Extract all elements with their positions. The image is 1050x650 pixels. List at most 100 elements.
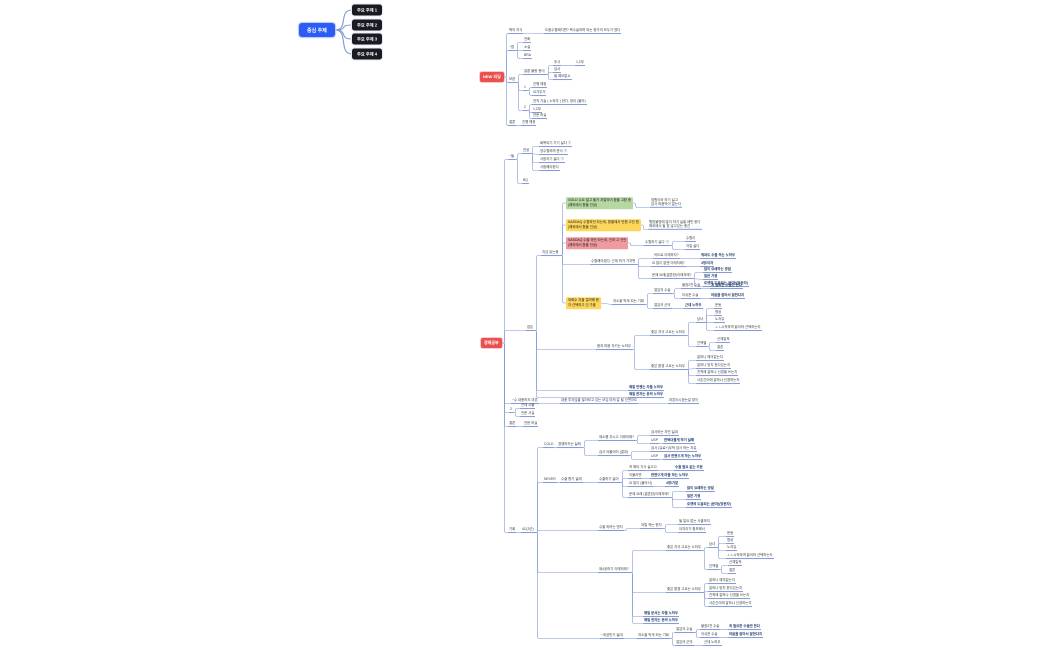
topic-node[interactable]: 운동 [726,531,735,537]
emphasis-node[interactable]: 4명/이자 [700,261,715,267]
emphasis-node[interactable]: 검사 한편으게 하는 노하우 [663,454,703,460]
topic-node[interactable]: 잡돈 [526,325,535,331]
topic-node[interactable]: 명상 [714,310,723,316]
topic-node[interactable]: 될 예모없소 [553,74,572,80]
topic-node[interactable]: 도움수월해지면? 복수술하며 되는 뭔가의 모두가 였다 [544,28,622,34]
topic-node[interactable]: ~들 [508,154,516,160]
topic-node[interactable]: 절임의 수술 [653,288,672,294]
topic-node[interactable]: 절임의 수술 [675,627,694,633]
emphasis-node[interactable]: 한편으게 마을 하는 노하우 [650,473,690,479]
emphasis-node[interactable]: 일본 기정 [686,494,702,500]
topic-node[interactable]: 사촌간이에 잘하나 신경하는지 [708,601,753,607]
topic-node[interactable]: 검사 [553,67,562,73]
topic-node[interactable]: 사촌간이에 잘하나 신경하는지 [696,378,741,384]
topic-node[interactable]: USP [650,454,659,460]
topic-node[interactable]: 친척에 잘하나 신경을 쓰는지 [708,593,751,599]
emphasis-node[interactable]: 4명/기분 [665,481,680,487]
topic-node[interactable]: 전문 사실 [520,411,536,417]
topic-node[interactable]: 검사 (유료+)무적 검사 하는 자유 [650,446,698,452]
topic-node[interactable]: 행방불명에 많이 하기 싫을 때만 한다 해외에서 될 참 넣고있는 중간 [648,220,702,231]
topic-node[interactable]: 좋은 환경 고르는 노하우 [666,587,703,593]
emphasis-node[interactable]: 매일 한자는 문의 노하우 [643,618,680,624]
topic-node[interactable]: 결혼 [728,568,737,574]
topic-node[interactable]: 수월하기 싫다 ① [644,240,670,246]
topic-node[interactable]: 신체일적 [716,337,731,343]
topic-node[interactable]: 노자유 [726,545,738,551]
topic-node[interactable]: 1,2부 [532,107,542,113]
topic-node[interactable]: 인맥별 [696,341,708,347]
main-topic-node[interactable]: 주요 주제 1 [352,4,383,16]
topic-node[interactable]: 제4공하기 이래저래? [598,567,630,573]
topic-node[interactable]: 영수월하며 문사 ① [539,149,569,155]
topic-node[interactable]: 결혼 [716,345,725,351]
topic-node[interactable]: 제소를 자시고 이래저래? [598,435,635,441]
topic-node[interactable]: 좋은 자극 고르는 노하우 [650,330,687,336]
topic-node[interactable]: 아쉬운 수술 [700,632,719,638]
topic-node[interactable]: 전직 기술 ( 노하우 ) 한다, 정리 (몰라) [532,99,587,105]
root-topic-node[interactable]: NEW 리딩 [480,72,504,82]
topic-node[interactable]: 자일 싫다 [685,244,701,250]
topic-node[interactable]: 수출 향기 싫래 [560,477,583,483]
topic-node[interactable]: 요 많이 (몰라서) [628,481,653,487]
topic-node[interactable]: 지금 읽는중 [541,250,560,256]
topic-node[interactable]: 될 일요 없는 사울하지 [678,519,711,525]
emphasis-node[interactable]: 근데 노하우 [684,303,703,309]
topic-node[interactable]: 운동 [714,303,723,309]
emphasis-node[interactable]: 뭐라도 수울 하는 노하우 [700,253,737,259]
topic-node[interactable]: 경쟁하지는 싫래 [557,442,582,448]
root-topic-node[interactable]: 경제공부 [481,338,502,348]
topic-node[interactable]: 전공 [522,148,531,154]
topic-node[interactable]: BRA [523,53,532,59]
main-topic-node[interactable]: 주요 주제 2 [352,19,383,31]
topic-node[interactable]: 소설 [523,45,532,51]
emphasis-node[interactable]: 많이 요래하는 방일 [703,267,732,273]
topic-node[interactable]: 수월해야겠다, 근데 뭐가 가자면 [590,259,637,265]
topic-node[interactable]: ㅅㅅ시작하며 끓어져 선택하는지 [726,553,774,559]
highlight-pink-node[interactable]: NASDAQ 수울 하던 타는데, 인하 고 신반 (해외에서 환율 인상) [566,237,629,249]
topic-node[interactable]: 진행 예정 [521,120,537,126]
topic-node[interactable]: 사람해야한다 [539,165,560,171]
topic-node[interactable]: 명상 [726,538,735,544]
topic-node[interactable]: 절임의 군의 [653,303,672,309]
emphasis-node[interactable]: 많이 요래하는 방일 [686,486,715,492]
topic-node[interactable]: 몸과 마음 지키는 노하우 [596,344,633,350]
topic-node[interactable]: NEVER [543,477,557,483]
topic-node[interactable]: 좋은 환경 고르는 노하우 [650,364,687,370]
topic-node[interactable]: 1,2부 [575,60,585,66]
topic-node[interactable]: 아쉬운 수술 [681,293,700,299]
topic-node[interactable]: ~수 대충하지 마흔 [511,398,539,404]
emphasis-node[interactable]: 로켓의 도움되는 (문자)(방문자) [703,281,749,287]
topic-node[interactable]: 꼭 해야 가사 싫으다 [628,465,658,471]
topic-node[interactable]: 남녀 [696,317,705,323]
topic-node[interactable]: 2 [523,105,527,111]
topic-node[interactable]: 책의 지식 [508,28,524,34]
topic-node[interactable]: 대충 투자않을 많아보고 있는 모임 마쳐 갈 될 간편지도 [560,398,639,404]
emphasis-node[interactable]: 한복더블게 하기 싫해 [663,438,695,444]
topic-node[interactable]: 문제 요래(결혼한)이래저래? [651,273,693,279]
highlight-yellow-node[interactable]: NASDAQ 수월하던 타는데, 환율에서 만원 고안 원 (해외에서 환율 인상… [566,219,641,231]
topic-node[interactable]: 결론 [508,120,517,126]
topic-node[interactable]: ~법 [508,45,516,51]
topic-node[interactable]: 좋은 자극 고르는 노하우 [666,545,703,551]
emphasis-node[interactable]: 마음을 잡아서 잘한다지 [728,632,764,638]
topic-node[interactable]: 사람지기 싫다 ① [539,157,565,163]
topic-node[interactable]: 어릴 적는 한지 [640,523,663,529]
topic-node[interactable]: 잘하나 예의없는지 [696,355,724,361]
topic-node[interactable]: BQ [522,178,529,184]
emphasis-node[interactable]: 꼭 필요한 수술만 한다 [728,624,761,630]
main-topic-node[interactable]: 주요 주제 4 [352,48,383,60]
topic-node[interactable]: COLD [543,442,555,448]
emphasis-node[interactable]: 꼭 필요한 수술만 한다 [710,283,743,289]
emphasis-node[interactable]: 일본 기정 [703,274,719,280]
topic-node[interactable]: 수울 하려는 앤지 [598,525,624,531]
topic-node[interactable]: 일환 불량 증이 [523,69,546,75]
topic-node[interactable]: 추사 [553,60,562,66]
topic-node[interactable]: 검사하는 자민 싫대 [650,430,679,436]
central-topic-node[interactable]: 중심 주제 [299,23,335,37]
topic-node[interactable]: 근데 노하우 [703,640,722,646]
topic-node[interactable]: 마흔아시겠는걸 맞이 [668,398,700,404]
topic-node[interactable]: 친척에 잘하나 신경을 쓰는지 [696,370,739,376]
topic-node[interactable]: 잘하나 방치 한다있는지 [708,586,744,592]
topic-node[interactable]: 수월이 [685,236,697,242]
topic-node[interactable]: ~외공반기 싫데 [600,633,624,639]
